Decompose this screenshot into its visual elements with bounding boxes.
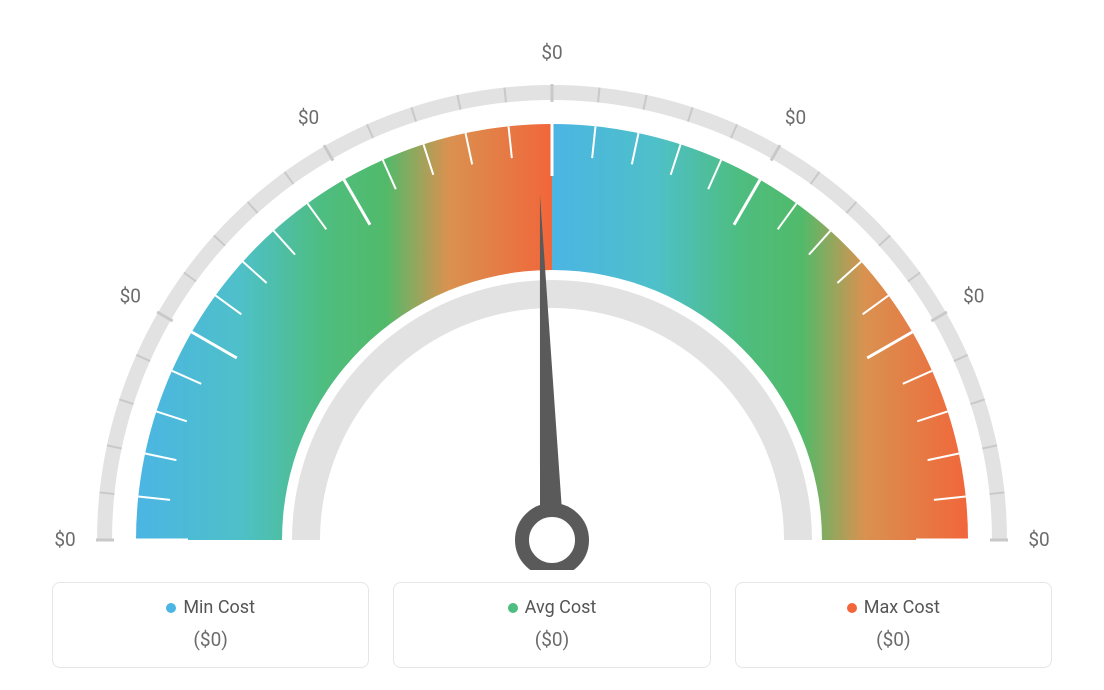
gauge-svg: $0 $0 $0 $0 $0 $0 $0 <box>52 10 1052 570</box>
svg-text:$0: $0 <box>298 106 319 129</box>
legend-min-value: ($0) <box>63 628 358 651</box>
legend-min-label: Min Cost <box>183 597 255 618</box>
legend-card-min: Min Cost ($0) <box>52 582 369 668</box>
svg-text:$0: $0 <box>54 528 75 551</box>
legend-row: Min Cost ($0) Avg Cost ($0) Max Cost ($0… <box>52 582 1052 668</box>
svg-text:$0: $0 <box>120 285 141 308</box>
svg-text:$0: $0 <box>785 106 806 129</box>
legend-avg-label: Avg Cost <box>525 597 597 618</box>
dot-icon <box>166 603 176 613</box>
legend-max-title: Max Cost <box>847 597 940 618</box>
svg-text:$0: $0 <box>1028 528 1049 551</box>
legend-max-label: Max Cost <box>864 597 940 618</box>
gauge-chart: $0 $0 $0 $0 $0 $0 $0 <box>52 10 1052 570</box>
svg-text:$0: $0 <box>963 285 984 308</box>
legend-card-max: Max Cost ($0) <box>735 582 1052 668</box>
legend-card-avg: Avg Cost ($0) <box>393 582 710 668</box>
legend-min-title: Min Cost <box>166 597 255 618</box>
dot-icon <box>508 603 518 613</box>
legend-avg-value: ($0) <box>404 628 699 651</box>
dot-icon <box>847 603 857 613</box>
svg-text:$0: $0 <box>541 41 562 64</box>
legend-avg-title: Avg Cost <box>508 597 597 618</box>
legend-max-value: ($0) <box>746 628 1041 651</box>
